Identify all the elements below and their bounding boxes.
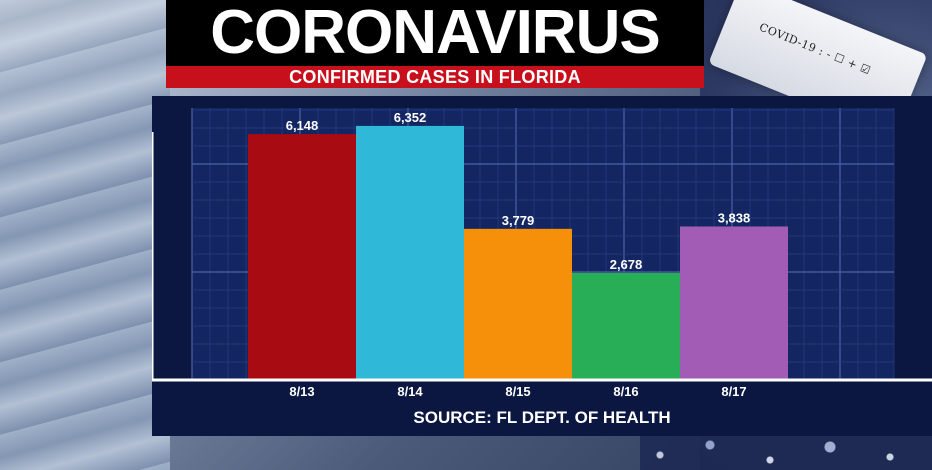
data-label: 2,678 [610, 257, 643, 272]
data-label: 6,148 [286, 118, 319, 133]
chart-subtitle: CONFIRMED CASES IN FLORIDA [289, 66, 581, 87]
bars [248, 125, 788, 380]
source-note: SOURCE: FL DEPT. OF HEALTH [413, 408, 671, 427]
data-label: 6,352 [394, 110, 427, 125]
bar-chart: 6,148 8/13 6,352 8/14 3,779 8/15 2,678 8/16 3,83… [152, 108, 932, 400]
x-tick-label: 8/16 [613, 384, 638, 399]
bar-8-17 [680, 226, 788, 380]
virus-decoration [640, 435, 932, 470]
bar-8-15 [464, 228, 572, 380]
test-tube-label: COVID-19 : - ☐ + ☑ [757, 20, 873, 78]
x-axis-band [152, 380, 932, 400]
title-banner: CORONAVIRUS [166, 0, 704, 66]
x-tick-label: 8/14 [397, 384, 423, 399]
x-tick-label: 8/13 [289, 384, 314, 399]
page-title: CORONAVIRUS [210, 0, 660, 67]
bar-8-14 [356, 125, 464, 380]
bar-8-16 [572, 272, 680, 380]
bar-8-13 [248, 134, 356, 380]
labels: 6,148 8/13 6,352 8/14 3,779 8/15 2,678 8/16 3,83… [286, 110, 751, 399]
chart-panel: 6,148 8/13 6,352 8/14 3,779 8/15 2,678 8/16 3,83… [152, 96, 932, 436]
background-photo-left [0, 0, 170, 470]
subtitle-banner: CONFIRMED CASES IN FLORIDA [166, 66, 704, 88]
x-tick-label: 8/17 [721, 384, 746, 399]
x-tick-label: 8/15 [505, 384, 530, 399]
data-label: 3,779 [502, 213, 535, 228]
data-label: 3,838 [718, 210, 751, 225]
